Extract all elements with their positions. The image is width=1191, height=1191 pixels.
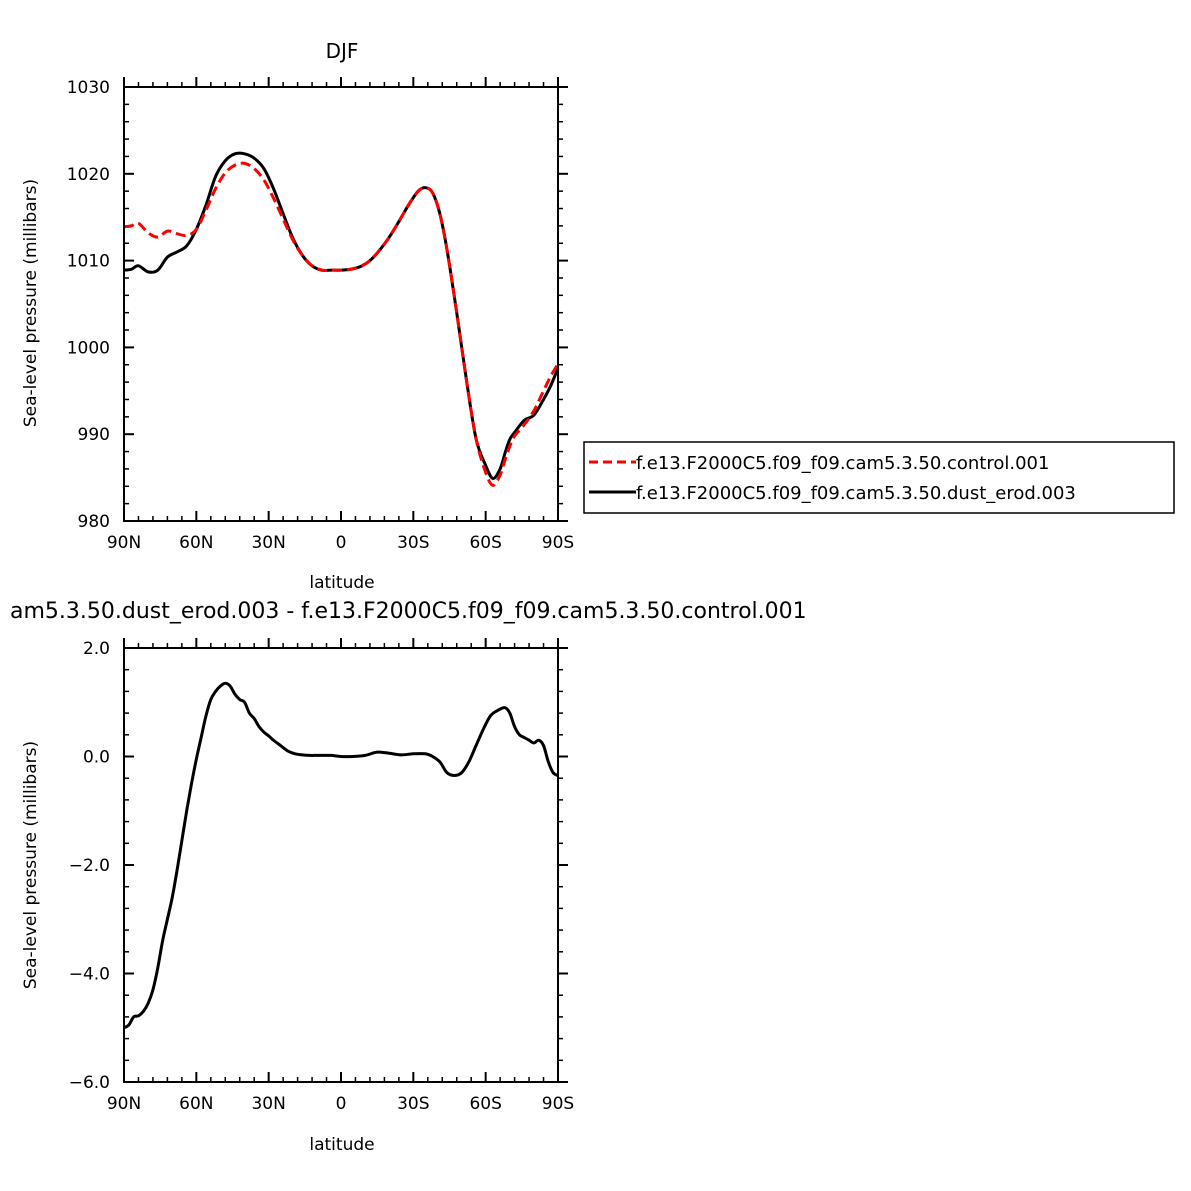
bottom-chart-panel: am5.3.50.dust_erod.003 - f.e13.F2000C5.f…: [10, 599, 807, 1155]
bottom-x-tick-label: 60S: [469, 1094, 501, 1114]
bottom-chart-ticks: 90N 60N 30N 0 30S 60S 90S −6.0 −4.0 −2.0 0.0 2.0: [69, 638, 574, 1114]
top-chart-title: DJF: [326, 39, 359, 63]
bottom-series-line-solid: [123, 681, 559, 1030]
top-chart-panel: DJF Sea-level pressure (millibars) latit…: [21, 39, 574, 593]
bottom-chart-xlabel: latitude: [309, 1135, 374, 1155]
top-x-tick-label: 30N: [251, 533, 285, 553]
bottom-chart-title: am5.3.50.dust_erod.003 - f.e13.F2000C5.f…: [10, 599, 807, 624]
top-x-tick-label: 0: [336, 533, 347, 553]
top-y-tick-label: 1000: [67, 338, 110, 358]
top-y-tick-label: 1030: [67, 78, 110, 98]
top-y-tick-label: 1010: [67, 252, 110, 272]
top-chart-series: [123, 151, 560, 487]
bottom-chart-series: [123, 681, 559, 1030]
top-x-tick-label: 90S: [542, 533, 574, 553]
top-y-tick-label: 990: [78, 425, 110, 445]
bottom-x-tick-label: 30N: [251, 1094, 285, 1114]
top-x-tick-label: 30S: [397, 533, 429, 553]
top-chart-ticks: 90N 60N 30N 0 30S 60S 90S 980 990 1000 1010 1020 103…: [67, 77, 574, 553]
top-chart-frame: [123, 86, 559, 522]
bottom-chart-frame: [123, 647, 559, 1083]
top-series-line-solid: [123, 151, 560, 480]
bottom-x-tick-label: 30S: [397, 1094, 429, 1114]
bottom-y-tick-label: 0.0: [83, 748, 110, 768]
top-x-tick-label: 60N: [179, 533, 213, 553]
bottom-x-tick-label: 90S: [542, 1094, 574, 1114]
top-chart-ylabel: Sea-level pressure (millibars): [21, 179, 41, 427]
bottom-x-tick-label: 90N: [107, 1094, 141, 1114]
bottom-y-tick-label: −4.0: [69, 965, 110, 985]
legend-box: [583, 441, 1175, 514]
top-chart-xlabel: latitude: [309, 573, 374, 593]
top-x-tick-label: 60S: [469, 533, 501, 553]
bottom-y-tick-label: −2.0: [69, 856, 110, 876]
legend-label-dust-erod: f.e13.F2000C5.f09_f09.cam5.3.50.dust_ero…: [636, 483, 1076, 504]
legend: f.e13.F2000C5.f09_f09.cam5.3.50.control.…: [583, 441, 1175, 514]
top-y-tick-label: 980: [78, 512, 110, 532]
top-y-tick-label: 1020: [67, 165, 110, 185]
top-x-tick-label: 90N: [107, 533, 141, 553]
top-series-line-control: [123, 161, 560, 487]
bottom-x-tick-label: 0: [336, 1094, 347, 1114]
legend-label-control: f.e13.F2000C5.f09_f09.cam5.3.50.control.…: [636, 453, 1049, 474]
bottom-chart-ylabel: Sea-level pressure (millibars): [21, 741, 41, 989]
bottom-y-tick-label: 2.0: [83, 639, 110, 659]
bottom-y-tick-label: −6.0: [69, 1073, 110, 1093]
bottom-x-tick-label: 60N: [179, 1094, 213, 1114]
